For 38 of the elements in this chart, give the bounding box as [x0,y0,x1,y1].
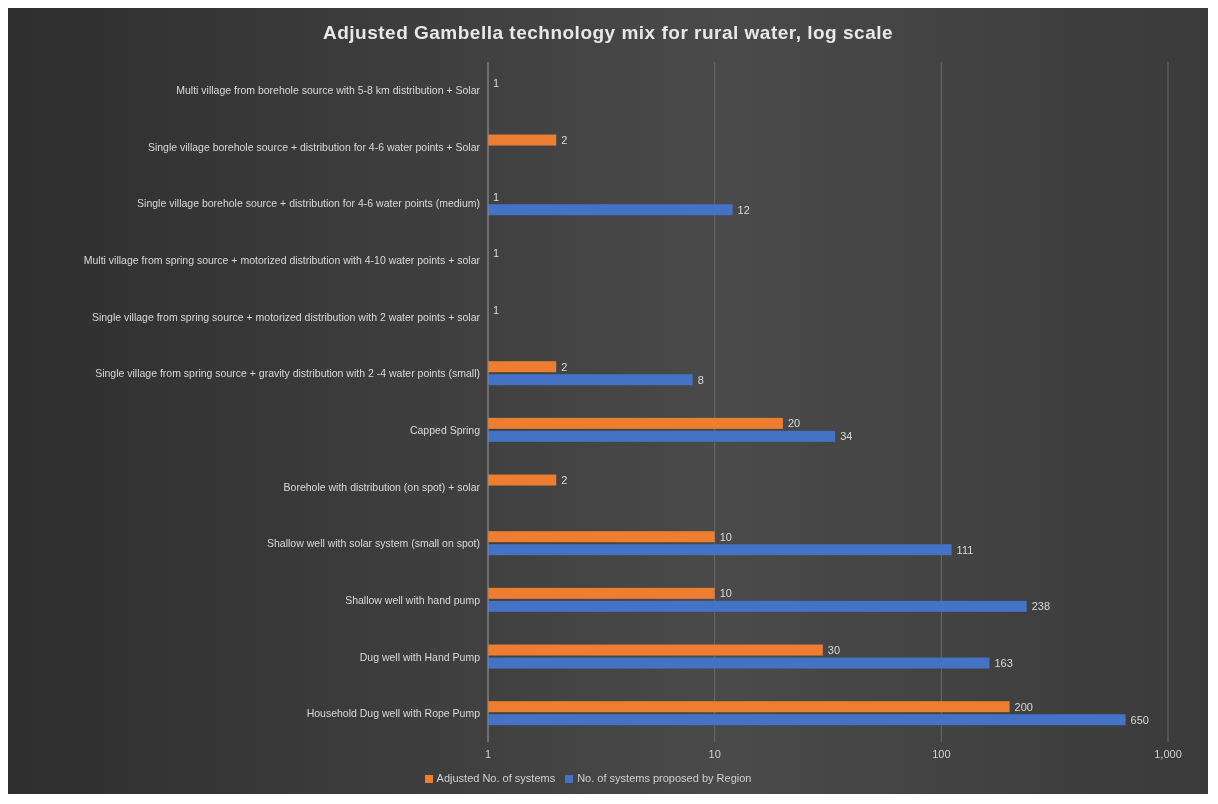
y-tick-label: Borehole with distribution (on spot) + solar [283,480,481,493]
y-tick-label: Capped Spring [409,424,481,437]
x-tick-label: 1 [484,747,492,760]
y-tick-label: Multi village from borehole source with 5-8 km distribution + Solar [176,84,481,97]
data-label: 2 [561,473,568,486]
data-label: 1 [493,190,500,203]
data-label: 2 [561,360,568,373]
data-label: 2 [561,133,568,146]
data-label: 10 [719,530,732,543]
y-tick-label: Single village from spring source + motorized distribution with 2 water points + solar [91,310,481,323]
y-tick-label: Single village from spring source + gravity distribution with 2 -4 water points (small) [95,367,480,380]
legend-label: No. of systems proposed by Region [577,772,752,784]
data-label: 163 [994,656,1013,669]
data-label: 30 [827,643,841,656]
data-label: 10 [719,587,732,600]
y-tick-label: Multi village from spring source + motorized distribution with 4-10 water points + solar [83,254,481,267]
data-label: 650 [1130,713,1149,726]
data-label: 1 [493,77,500,90]
data-label: 20 [787,417,801,430]
chart-title: Adjusted Gambella technology mix for rural water, log scale [321,21,895,45]
x-tick-label: 10 [708,747,721,760]
legend-label: Adjusted No. of systems [436,772,556,784]
y-tick-label: Single village borehole source + distribution for 4-6 water points + Solar [147,140,481,153]
data-label: 111 [956,543,974,556]
data-label: 1 [493,303,500,316]
y-tick-label: Shallow well with solar system (small on spot) [267,537,480,550]
data-label: 34 [840,430,853,443]
data-label: 200 [1014,700,1033,713]
y-tick-label: Household Dug well with Rope Pump [306,707,481,720]
x-tick-label: 1,000 [1154,747,1182,760]
data-label: 1 [493,247,500,260]
data-label: 238 [1031,600,1051,613]
x-tick-label: 100 [932,747,951,760]
y-tick-label: Single village borehole source + distribution for 4-6 water points (medium) [137,197,480,210]
data-label: 8 [697,373,704,386]
data-label: 12 [737,203,750,216]
y-tick-label: Shallow well with hand pump [345,594,481,607]
y-tick-label: Dug well with Hand Pump [359,650,481,663]
